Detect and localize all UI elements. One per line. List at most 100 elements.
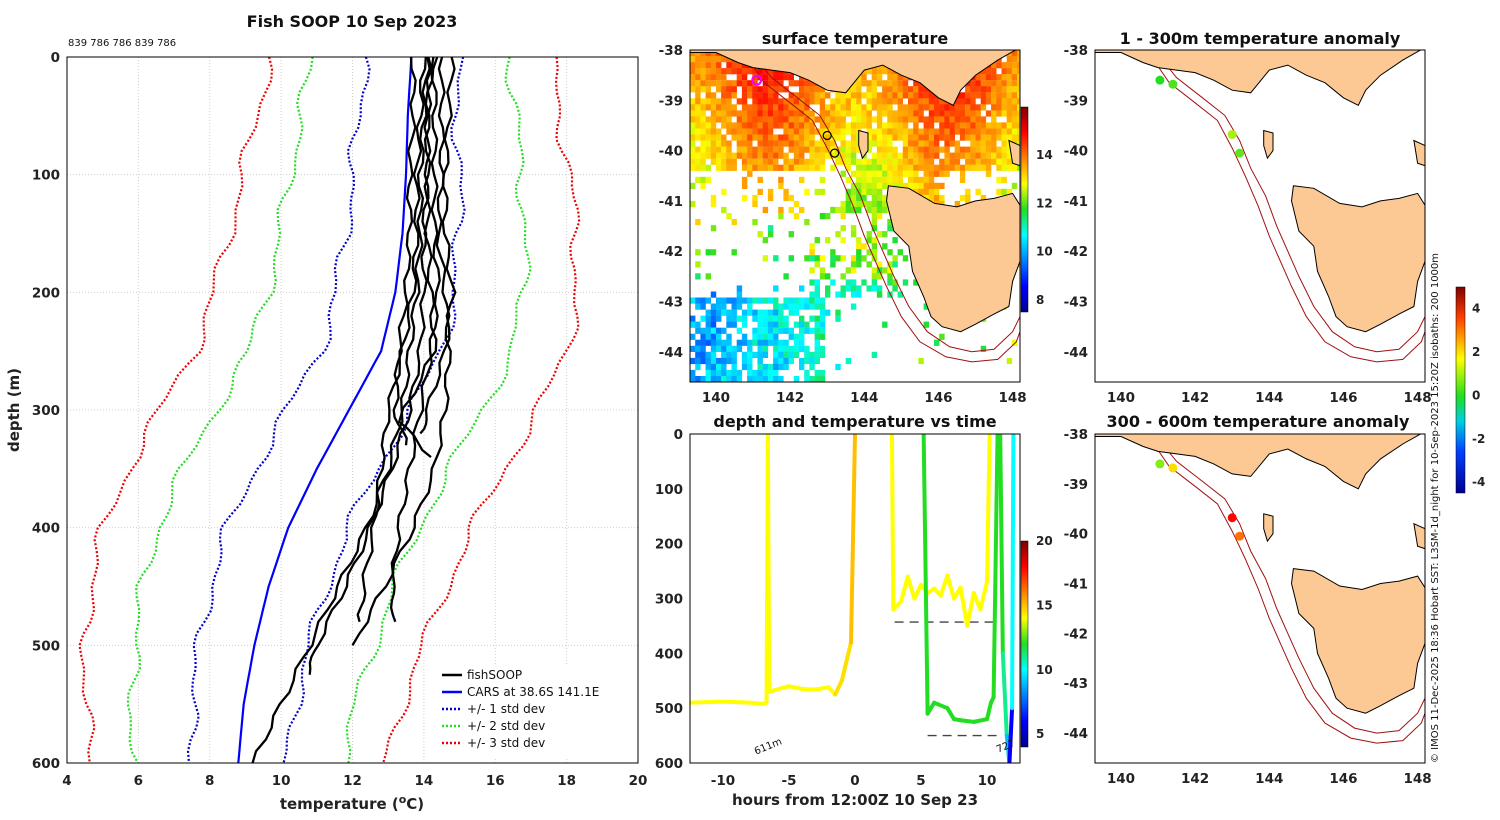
sst-pixel: [996, 74, 1002, 81]
sst-pixel: [887, 164, 893, 171]
sst-pixel: [731, 321, 737, 328]
sst-pixel: [716, 152, 722, 159]
sst-pixel: [726, 104, 732, 111]
sst-pixel: [959, 128, 966, 135]
sst-pixel: [814, 376, 820, 382]
sst-pixel: [726, 345, 732, 352]
sst-pixel: [985, 92, 992, 99]
ts-ytick-label: 300: [655, 592, 683, 608]
sst-pixel: [913, 158, 919, 165]
sst-pixel: [741, 140, 748, 147]
sst-pixel: [690, 116, 696, 123]
sst-pixel: [882, 176, 888, 183]
sst-pixel: [918, 110, 924, 117]
sst-pixel: [799, 357, 805, 365]
xtick-label: 8: [205, 773, 214, 789]
sst-pixel: [690, 74, 696, 81]
map-ytick-label: -43: [659, 295, 683, 311]
sst-pixel: [959, 164, 966, 171]
sst-pixel: [913, 98, 919, 105]
profile-axes-box: [66, 56, 639, 764]
sst-pixel: [892, 128, 898, 135]
sst-pixel: [876, 152, 883, 159]
sst-pixel: [710, 200, 717, 208]
sst-pixel: [985, 146, 992, 153]
sst-pixel: [710, 225, 717, 232]
sst-pixel: [716, 345, 722, 352]
sst-pixel: [783, 116, 789, 123]
sst-pixel: [1017, 86, 1020, 93]
anomaly-point: [1168, 79, 1178, 89]
sst-pixel: [939, 104, 945, 111]
sst-pixel: [814, 140, 820, 147]
sst-pixel: [876, 285, 883, 292]
sst-pixel: [721, 74, 727, 81]
sst-pixel: [825, 291, 831, 298]
sst-pixel: [928, 134, 935, 141]
sst-pixel: [711, 382, 716, 388]
sst-pixel: [788, 116, 794, 123]
sst-pixel: [850, 206, 857, 214]
sst-pixel: [783, 188, 789, 195]
sst-pixel: [799, 345, 805, 352]
sst-pixel: [856, 158, 862, 165]
sst-pixel: [856, 92, 862, 99]
sst-pixel: [705, 333, 711, 340]
sst-pixel: [773, 297, 779, 304]
sst-pixel: [996, 110, 1002, 117]
sst-pixel: [954, 104, 961, 111]
sst-pixel: [934, 152, 940, 159]
sst-pixel: [716, 146, 722, 153]
bottom-depth-label: 611m: [753, 736, 784, 757]
sst-pixel: [934, 188, 940, 195]
sst-pixel: [705, 80, 711, 87]
sst-pixel: [710, 62, 717, 69]
sst-pixel: [799, 333, 805, 340]
sst-pixel: [778, 80, 784, 87]
sst-pixel: [757, 327, 763, 334]
anomaly-point: [1235, 148, 1245, 158]
sst-pixel: [783, 128, 789, 135]
sst-pixel: [897, 170, 903, 177]
sst-pixel: [710, 345, 717, 352]
sst-pixel: [710, 158, 717, 165]
sst-pixel: [980, 146, 987, 153]
sst-pixel: [700, 376, 706, 382]
sst-pixel: [975, 140, 981, 147]
sst-pixel: [778, 345, 784, 352]
sst-pixel: [731, 363, 737, 371]
sst-pixel: [799, 86, 805, 93]
sst-pixel: [757, 68, 763, 75]
sst-pixel: [850, 122, 857, 129]
sst-pixel: [861, 122, 867, 129]
sst-pixel: [871, 176, 878, 183]
sst-pixel: [804, 110, 810, 117]
sst-pixel: [887, 92, 893, 99]
sst-pixel: [757, 188, 763, 195]
sst-pixel: [762, 309, 769, 316]
sst-pixel: [716, 98, 722, 105]
sst-pixel: [741, 110, 748, 117]
sst-pixel: [716, 80, 722, 87]
sst-pixel: [1017, 50, 1020, 57]
sst-pixel: [767, 134, 774, 141]
sst-pixel: [876, 206, 883, 214]
sst-pixel: [871, 104, 878, 111]
map-ytick-label: -39: [1064, 93, 1088, 109]
sst-pixel: [773, 92, 779, 99]
sst-pixel: [965, 158, 971, 165]
sst-pixel: [731, 122, 737, 129]
sst-pixel: [923, 303, 929, 310]
sst-pixel: [902, 146, 909, 153]
track-segment: [800, 686, 818, 692]
sst-pixel: [721, 297, 727, 304]
sst-pixel: [897, 104, 903, 111]
sst-pixel: [752, 194, 758, 202]
sst-pixel: [887, 116, 893, 123]
sst-pixel: [902, 80, 909, 87]
sst-pixel: [700, 128, 706, 135]
sst-pixel: [783, 110, 789, 117]
sst-pixel: [747, 80, 753, 87]
sst-pixel: [814, 237, 820, 244]
